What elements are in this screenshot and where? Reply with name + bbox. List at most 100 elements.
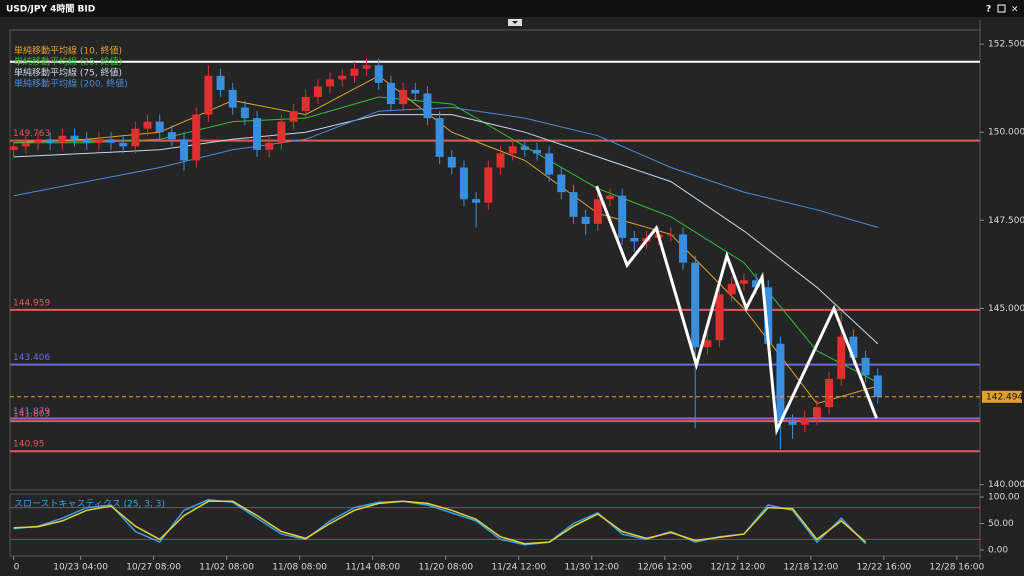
legend-entry: 単純移動平均線 (25, 終値) bbox=[14, 56, 122, 68]
candle-body bbox=[265, 142, 274, 150]
price-chart: 140.000 145.000 147.500 150.000 152.500 149.7… bbox=[9, 40, 1024, 573]
candle-body bbox=[800, 417, 809, 425]
maximize-button[interactable] bbox=[997, 4, 1006, 13]
y-tick-label: 0.00 bbox=[988, 546, 1008, 556]
candle-body bbox=[277, 121, 286, 143]
candle-body bbox=[131, 128, 140, 147]
current-price-label: 142.494 bbox=[986, 392, 1023, 402]
x-tick-label: 0 bbox=[14, 563, 20, 573]
candle-body bbox=[666, 234, 675, 236]
oscillator-panel bbox=[9, 493, 981, 557]
candle-body bbox=[143, 121, 152, 129]
legend-entry: 単純移動平均線 (75, 終値) bbox=[14, 67, 122, 79]
candle-body bbox=[350, 68, 359, 76]
oscillator-title: スローストキャスティクス (25, 3, 3) bbox=[14, 499, 165, 510]
candle-body bbox=[313, 86, 322, 97]
candle-body bbox=[240, 107, 249, 119]
candle-body bbox=[703, 340, 712, 348]
candle-body bbox=[776, 343, 785, 422]
legend-entry: 単純移動平均線 (10, 終値) bbox=[14, 45, 122, 57]
y-tick-label: 152.500 bbox=[988, 40, 1024, 50]
candle-body bbox=[691, 262, 700, 348]
candle-body bbox=[739, 280, 748, 284]
candle-body bbox=[630, 237, 639, 242]
candle-body bbox=[228, 89, 237, 108]
candle-body bbox=[119, 142, 128, 147]
x-tick-label: 12/28 16:00 bbox=[930, 563, 985, 573]
y-tick-label: 140.000 bbox=[988, 480, 1024, 490]
candle-body bbox=[21, 142, 30, 147]
candle-body bbox=[837, 336, 846, 379]
candle-body bbox=[362, 65, 371, 69]
candle-body bbox=[459, 167, 468, 200]
help-button[interactable]: ? bbox=[986, 5, 991, 15]
candle-body bbox=[715, 294, 724, 341]
level-label: 143.406 bbox=[13, 353, 50, 363]
candle-body bbox=[496, 153, 505, 168]
candle-body bbox=[569, 192, 578, 217]
candle-body bbox=[508, 146, 517, 154]
level-label: 141.879 bbox=[13, 407, 50, 417]
candle-body bbox=[289, 111, 298, 122]
candle-body bbox=[180, 139, 189, 161]
collapse-icon bbox=[512, 21, 518, 24]
x-tick-label: 11/08 08:00 bbox=[272, 563, 327, 573]
moving-average bbox=[13, 106, 878, 228]
x-tick-label: 11/24 12:00 bbox=[491, 563, 546, 573]
candle-body bbox=[386, 82, 395, 105]
candle-body bbox=[70, 135, 79, 140]
y-tick-label: 145.000 bbox=[988, 304, 1024, 314]
candle-body bbox=[94, 139, 103, 143]
candle-body bbox=[301, 96, 310, 112]
current-price-box bbox=[982, 390, 1022, 403]
x-tick-label: 11/30 12:00 bbox=[564, 563, 619, 573]
x-tick-label: 12/12 12:00 bbox=[710, 563, 765, 573]
candle-body bbox=[873, 375, 882, 397]
candle-body bbox=[679, 234, 688, 263]
candle-body bbox=[58, 135, 67, 143]
candle-body bbox=[593, 199, 602, 224]
candle-body bbox=[557, 174, 566, 193]
close-button[interactable]: × bbox=[1011, 5, 1019, 15]
candle-body bbox=[107, 139, 116, 143]
candle-body bbox=[216, 75, 225, 90]
window-title: USD/JPY 4時間 BID bbox=[6, 3, 95, 15]
x-tick-label: 11/02 08:00 bbox=[199, 563, 254, 573]
candle-body bbox=[788, 421, 797, 425]
y-tick-label: 50.00 bbox=[988, 519, 1014, 529]
y-tick-label: 150.000 bbox=[988, 128, 1024, 138]
candle-body bbox=[532, 149, 541, 154]
candle-body bbox=[338, 75, 347, 80]
oscillator-line bbox=[13, 500, 867, 545]
annotation-zigzag bbox=[595, 185, 878, 436]
candle-body bbox=[764, 287, 773, 344]
x-tick-label: 11/20 08:00 bbox=[418, 563, 473, 573]
candle-body bbox=[825, 378, 834, 408]
x-tick-label: 12/22 16:00 bbox=[856, 563, 911, 573]
candle-body bbox=[411, 89, 420, 94]
stochastic-chart: 0.00 50.00 100.00 スローストキャスティクス (25, 3, 3) bbox=[10, 493, 1020, 556]
candle-body bbox=[9, 146, 18, 150]
x-tick-label: 10/23 04:00 bbox=[53, 563, 108, 573]
moving-average bbox=[13, 96, 879, 383]
candle-body bbox=[435, 118, 444, 157]
candle-body bbox=[423, 93, 432, 119]
level-label: 141.803 bbox=[13, 410, 50, 420]
candle-body bbox=[472, 199, 481, 203]
y-tick-label: 147.500 bbox=[988, 216, 1024, 226]
title-bar bbox=[0, 0, 1024, 17]
candle-body bbox=[204, 75, 213, 115]
y-tick-label: 100.00 bbox=[988, 493, 1020, 503]
level-label: 149.763 bbox=[13, 129, 50, 139]
candle-body bbox=[484, 167, 493, 203]
candle-body bbox=[752, 280, 761, 288]
candle-body bbox=[727, 283, 736, 295]
candle-body bbox=[192, 114, 201, 161]
candle-body bbox=[46, 139, 55, 143]
candle-body bbox=[253, 118, 262, 150]
candle-body bbox=[581, 216, 590, 224]
moving-average bbox=[13, 114, 879, 345]
candle-body bbox=[326, 79, 335, 87]
